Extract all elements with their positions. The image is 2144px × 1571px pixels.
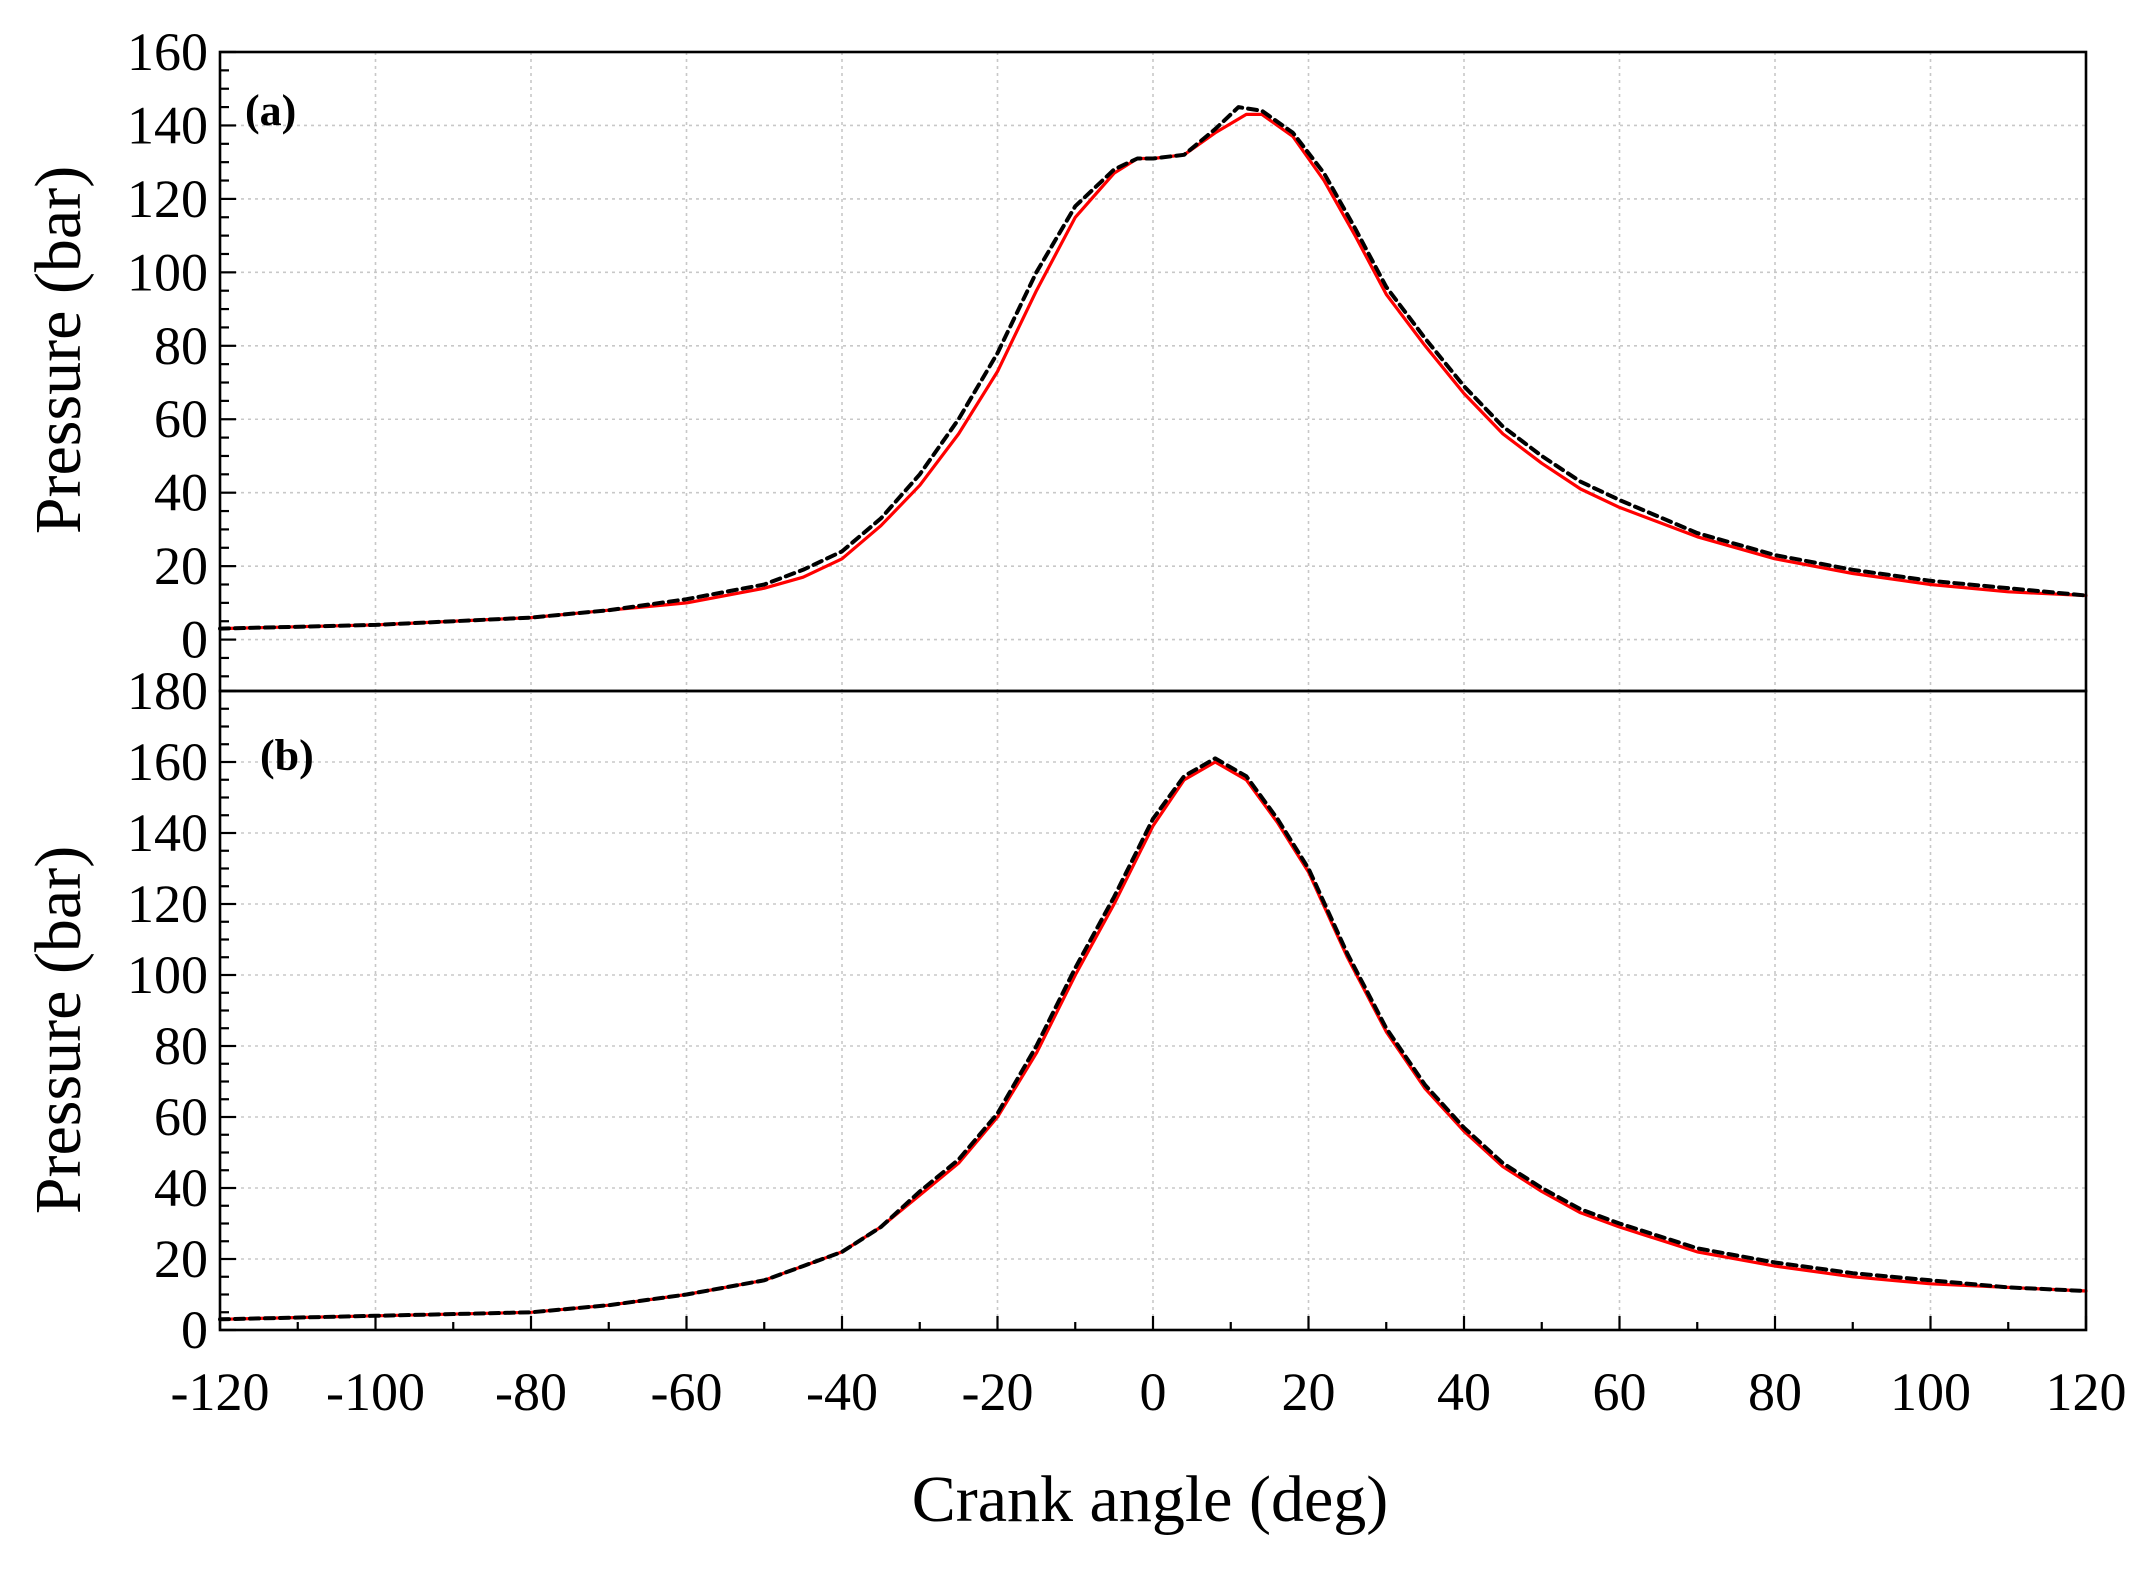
panel-a-series-simulated-solid — [218, 112, 2088, 631]
panel-b: 0 20 40 60 80 100 120 140 160 180 -120 -100 -80 -60 -4… — [127, 661, 2127, 1422]
panel-b-y-ticks — [220, 689, 236, 1332]
panel-a-grid — [220, 52, 2086, 691]
x-tick-label: -80 — [495, 1362, 567, 1422]
panel-a-series-measured-dashed — [218, 105, 2088, 631]
panel-a-y-tick-label: 80 — [154, 316, 208, 376]
x-tick-label: -60 — [651, 1362, 723, 1422]
panel-a: 0 20 40 60 80 100 120 140 160 — [127, 22, 2088, 693]
panel-a-y-tick-label: 40 — [154, 463, 208, 523]
x-axis-title: Crank angle (deg) — [912, 1463, 1388, 1536]
panel-b-y-tick-label: 0 — [181, 1300, 208, 1360]
x-tick-label: 80 — [1748, 1362, 1802, 1422]
panel-b-label: (b) — [260, 731, 314, 780]
panel-b-y-tick-label: 160 — [127, 732, 208, 792]
x-tick-label: 60 — [1593, 1362, 1647, 1422]
panel-b-grid — [220, 691, 2086, 1330]
panel-a-y-tick-label: 160 — [127, 22, 208, 82]
panel-b-series-measured-dashed — [218, 756, 2088, 1322]
x-tick-label: -100 — [326, 1362, 425, 1422]
panel-a-y-tick-label: 120 — [127, 169, 208, 229]
panel-a-frame — [218, 50, 2088, 693]
panel-a-y-tick-label: 60 — [154, 389, 208, 449]
x-tick-label: 40 — [1437, 1362, 1491, 1422]
panel-a-label: (a) — [245, 86, 296, 135]
panel-b-y-axis-title: Pressure (bar) — [22, 846, 95, 1214]
panel-a-y-tick-label: 140 — [127, 95, 208, 155]
panel-b-y-tick-label: 140 — [127, 803, 208, 863]
panel-a-y-tick-label: 20 — [154, 536, 208, 596]
panel-b-y-tick-label: 180 — [127, 661, 208, 721]
x-tick-label: -20 — [962, 1362, 1034, 1422]
x-tick-label: 100 — [1890, 1362, 1971, 1422]
x-tick-label: -120 — [171, 1362, 270, 1422]
panel-b-frame — [218, 689, 2088, 1332]
panel-b-y-tick-label: 100 — [127, 945, 208, 1005]
panel-b-y-tick-label: 60 — [154, 1087, 208, 1147]
x-ticks — [218, 1316, 2088, 1330]
x-tick-label: -40 — [806, 1362, 878, 1422]
x-tick-label: 20 — [1282, 1362, 1336, 1422]
x-tick-label: 120 — [2046, 1362, 2127, 1422]
panel-b-y-tick-label: 120 — [127, 874, 208, 934]
panel-b-y-tick-label: 20 — [154, 1229, 208, 1289]
panel-a-y-axis-title: Pressure (bar) — [22, 166, 95, 534]
x-tick-label: 0 — [1140, 1362, 1167, 1422]
panel-b-y-tick-label: 40 — [154, 1158, 208, 1218]
panel-b-y-tick-label: 80 — [154, 1016, 208, 1076]
panel-a-y-tick-label: 0 — [181, 610, 208, 670]
panel-a-y-ticks — [220, 50, 236, 678]
panel-a-y-tick-label: 100 — [127, 242, 208, 302]
